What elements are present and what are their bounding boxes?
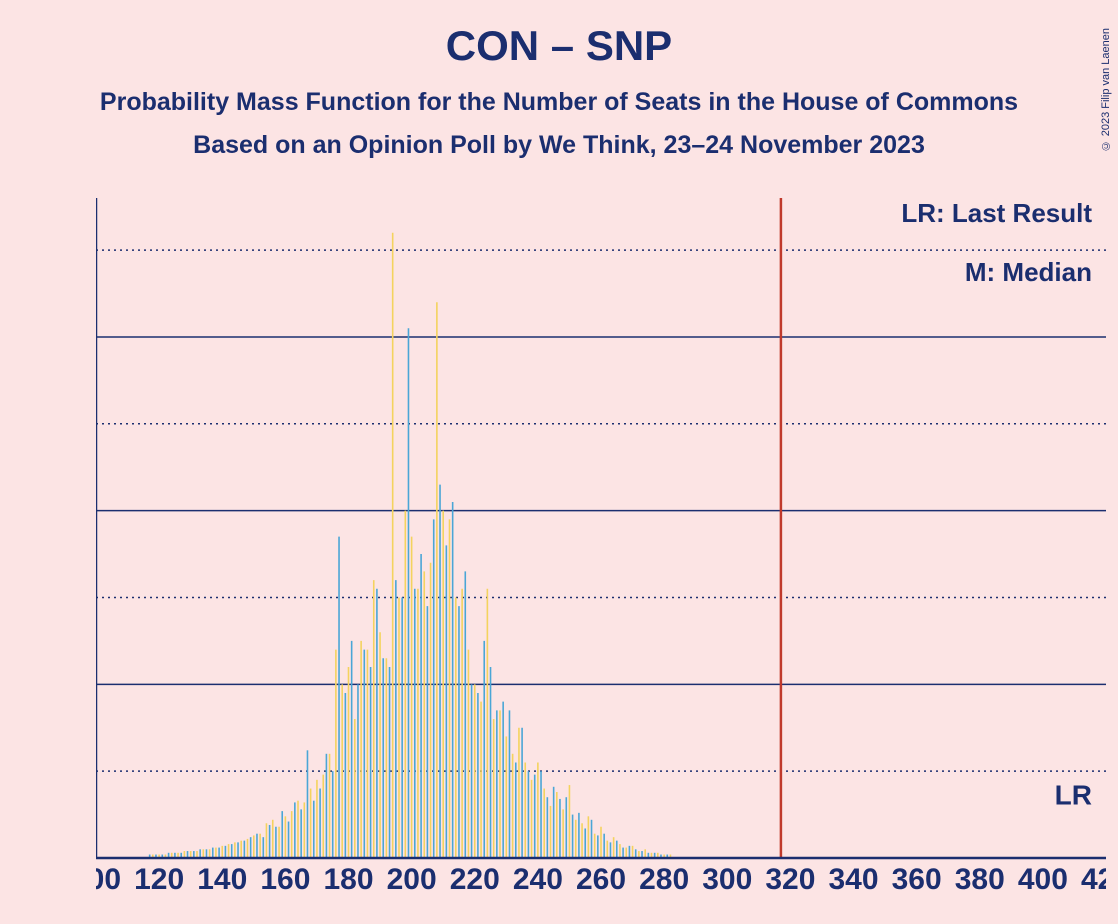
x-tick-label: 340 xyxy=(828,863,878,896)
copyright-text: © 2023 Filip van Laenen xyxy=(1100,28,1112,151)
x-tick-label: 140 xyxy=(197,863,247,896)
legend-lr: LR: Last Result xyxy=(901,198,1092,228)
x-tick-label: 420 xyxy=(1081,863,1106,896)
x-tick-label: 380 xyxy=(955,863,1005,896)
x-tick-label: 260 xyxy=(576,863,626,896)
x-tick-label: 160 xyxy=(260,863,310,896)
x-tick-label: 280 xyxy=(639,863,689,896)
x-tick-label: 180 xyxy=(323,863,373,896)
x-tick-label: 320 xyxy=(765,863,815,896)
x-tick-label: 360 xyxy=(892,863,942,896)
pmf-chart: 1%2%3%1001201401601802002202402602803003… xyxy=(96,198,1106,898)
x-tick-label: 300 xyxy=(702,863,752,896)
page-title: CON – SNP xyxy=(0,22,1118,70)
x-tick-label: 100 xyxy=(96,863,121,896)
x-tick-label: 400 xyxy=(1018,863,1068,896)
page-subtitle-2: Based on an Opinion Poll by We Think, 23… xyxy=(0,131,1118,160)
x-tick-label: 220 xyxy=(450,863,500,896)
x-tick-label: 240 xyxy=(513,863,563,896)
x-tick-label: 200 xyxy=(387,863,437,896)
x-tick-label: 120 xyxy=(134,863,184,896)
page-subtitle-1: Probability Mass Function for the Number… xyxy=(0,88,1118,117)
lr-label: LR xyxy=(1055,780,1092,811)
legend-median: M: Median xyxy=(965,257,1092,287)
chart-container: 1%2%3%1001201401601802002202402602803003… xyxy=(96,198,1106,898)
